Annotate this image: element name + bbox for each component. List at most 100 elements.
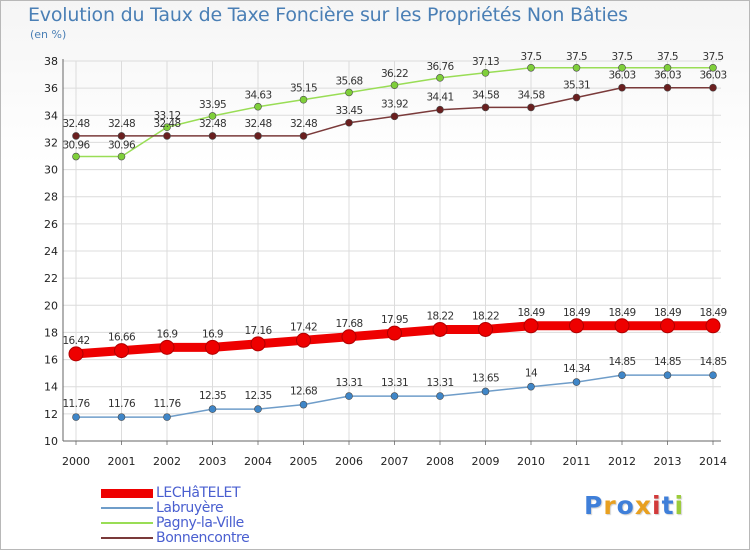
data-label: 30.96	[62, 140, 90, 152]
data-label: 37.5	[612, 51, 633, 63]
data-label: 14	[525, 368, 538, 380]
data-point	[481, 387, 490, 396]
x-tick-label: 2001	[108, 455, 136, 468]
data-point	[345, 118, 353, 127]
data-label: 34.58	[517, 89, 544, 101]
x-tick-label: 2010	[517, 455, 545, 468]
data-label: 37.5	[703, 51, 724, 63]
y-tick-label: 14	[44, 381, 58, 394]
data-label: 18.22	[426, 310, 453, 322]
data-label: 13.31	[381, 377, 408, 389]
data-label: 32.48	[153, 118, 180, 130]
y-tick-label: 36	[44, 82, 58, 95]
data-point	[618, 63, 626, 72]
y-tick-label: 28	[44, 191, 58, 204]
data-label: 37.5	[521, 51, 542, 63]
data-label: 35.31	[563, 80, 590, 92]
x-tick-label: 2011	[563, 455, 591, 468]
data-label: 13.31	[335, 377, 362, 389]
data-point	[208, 112, 217, 120]
data-label: 14.85	[699, 356, 726, 368]
data-point	[436, 74, 444, 82]
data-point	[68, 346, 84, 362]
data-label: 36.03	[699, 70, 726, 82]
data-point	[345, 392, 353, 400]
data-point	[117, 413, 126, 421]
data-label: 17.95	[381, 314, 408, 326]
data-point	[114, 343, 129, 359]
data-label: 34.58	[472, 89, 499, 101]
data-label: 16.9	[202, 328, 223, 340]
y-tick-label: 20	[44, 299, 58, 312]
logo-letter: i	[674, 491, 685, 520]
data-point	[572, 378, 581, 386]
data-label: 36.76	[426, 61, 454, 73]
data-point	[481, 103, 490, 112]
x-tick-label: 2005	[290, 455, 318, 468]
data-label: 30.96	[108, 140, 136, 152]
data-label: 12.35	[244, 390, 271, 402]
y-tick-label: 12	[44, 408, 58, 421]
data-point	[618, 83, 626, 92]
data-point	[299, 132, 308, 140]
data-label: 35.15	[290, 83, 317, 95]
data-point	[254, 102, 262, 111]
data-label: 37.5	[657, 51, 678, 63]
data-label: 18.49	[608, 307, 635, 319]
data-point	[436, 105, 444, 114]
logo-letter: t	[661, 491, 675, 520]
data-point	[523, 318, 539, 334]
logo-letter: x	[634, 491, 652, 520]
x-tick-label: 2014	[699, 455, 727, 468]
legend-swatch	[101, 537, 153, 539]
data-point	[481, 69, 490, 77]
data-point	[72, 132, 80, 140]
data-point	[432, 321, 448, 337]
data-point	[705, 318, 721, 334]
data-point	[117, 132, 126, 140]
data-point	[345, 88, 353, 97]
data-label: 18.49	[654, 307, 681, 319]
data-label: 18.49	[563, 307, 590, 319]
data-label: 13.31	[426, 377, 453, 389]
x-tick-label: 2002	[153, 455, 181, 468]
data-point	[387, 325, 402, 341]
y-tick-label: 26	[44, 218, 58, 231]
data-point	[614, 318, 630, 334]
data-point	[341, 329, 357, 345]
data-point	[208, 405, 217, 413]
y-tick-label: 34	[44, 109, 58, 122]
data-point	[569, 318, 584, 334]
y-tick-label: 38	[44, 55, 58, 68]
data-point	[390, 81, 399, 89]
data-label: 14.85	[608, 356, 635, 368]
x-tick-label: 2009	[472, 455, 500, 468]
x-tick-label: 2013	[654, 455, 682, 468]
y-tick-label: 24	[44, 245, 58, 258]
y-tick-label: 18	[44, 326, 58, 339]
data-point	[254, 132, 262, 140]
data-point	[208, 132, 217, 140]
data-label: 36.03	[654, 70, 681, 82]
x-tick-label: 2008	[426, 455, 454, 468]
legend-label: Pagny-la-Ville	[156, 515, 244, 531]
data-point	[663, 371, 672, 379]
chart-title: Evolution du Taux de Taxe Foncière sur l…	[28, 4, 628, 26]
data-point	[709, 83, 717, 92]
data-point	[572, 63, 581, 72]
series-lines	[68, 63, 721, 421]
data-label: 37.5	[566, 51, 587, 63]
data-label: 18.49	[699, 307, 726, 319]
data-label: 32.48	[199, 118, 226, 130]
x-tick-label: 2007	[381, 455, 409, 468]
data-label: 33.95	[199, 99, 226, 111]
data-label: 14.85	[654, 356, 681, 368]
data-point	[618, 371, 626, 379]
data-label: 37.13	[472, 56, 499, 68]
axes: 10 12 14 16 18 20 22 24 26 28 30 32 34 36 38 2000 2001 20…	[44, 55, 727, 468]
data-label: 14.34	[563, 363, 591, 375]
proxiti-logo: Proxiti	[584, 491, 684, 520]
legend-label: Labruyère	[156, 500, 224, 516]
data-label: 33.45	[335, 105, 362, 117]
